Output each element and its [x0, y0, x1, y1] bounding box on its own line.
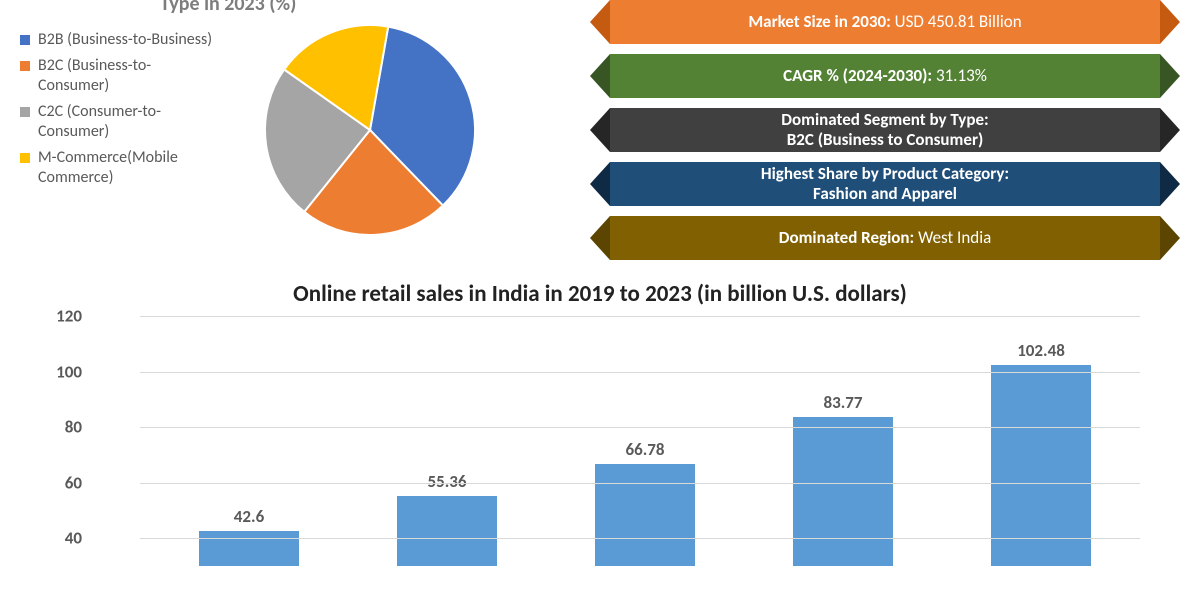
bar-rect: [397, 496, 497, 566]
ribbon-text: Dominated Segment by Type:B2C (Business …: [773, 110, 996, 149]
bar-group: 102.48: [971, 340, 1111, 566]
ribbon-text: Highest Share by Product Category:Fashio…: [753, 164, 1017, 203]
bar-chart-panel: Online retail sales in India in 2019 to …: [0, 280, 1200, 566]
bar-value-label: 83.77: [823, 392, 862, 413]
gridline: [140, 483, 1140, 484]
pie-chart-panel: Type in 2023 (%) B2B (Business-to-Busine…: [20, 0, 560, 280]
y-tick-label: 60: [65, 472, 82, 493]
stat-ribbons: Market Size in 2030: USD 450.81 Billion C…: [560, 0, 1180, 280]
legend-label: B2B (Business-to-Business): [38, 30, 212, 50]
legend-label: B2C (Business-to-Consumer): [38, 56, 220, 96]
legend-item: C2C (Consumer-to-Consumer): [20, 102, 220, 142]
legend-item: B2B (Business-to-Business): [20, 30, 220, 50]
bar-group: 83.77: [773, 392, 913, 566]
stat-ribbon: Highest Share by Product Category:Fashio…: [610, 162, 1160, 206]
bar-rect: [793, 417, 893, 566]
bar-rect: [199, 531, 299, 566]
bar-group: 42.6: [179, 506, 319, 566]
bar-rect: [595, 464, 695, 566]
legend-swatch: [20, 35, 30, 45]
ribbon-text: CAGR % (2024-2030): 31.13%: [775, 66, 995, 86]
bar-value-label: 66.78: [625, 439, 664, 460]
legend-swatch: [20, 107, 30, 117]
pie-legend: B2B (Business-to-Business) B2C (Business-…: [20, 24, 220, 194]
bar-group: 66.78: [575, 439, 715, 566]
y-tick-label: 120: [56, 306, 82, 327]
ribbon-text: Market Size in 2030: USD 450.81 Billion: [740, 12, 1029, 32]
gridline: [140, 316, 1140, 317]
y-tick-label: 40: [65, 528, 82, 549]
bar-chart: 406080100120 42.655.3666.7883.77102.48: [90, 316, 1140, 566]
y-tick-label: 80: [65, 417, 82, 438]
bar-value-label: 102.48: [1017, 340, 1065, 361]
bars-container: 42.6 55.36 66.78 83.77 102.48: [150, 316, 1140, 566]
bar-value-label: 42.6: [234, 506, 264, 527]
legend-item: M-Commerce(Mobile Commerce): [20, 148, 220, 188]
bar-title: Online retail sales in India in 2019 to …: [60, 280, 1140, 308]
pie-chart: [260, 20, 480, 245]
legend-item: B2C (Business-to-Consumer): [20, 56, 220, 96]
y-tick-label: 100: [56, 361, 82, 382]
legend-swatch: [20, 153, 30, 163]
stat-ribbon: Market Size in 2030: USD 450.81 Billion: [610, 0, 1160, 44]
stat-ribbon: Dominated Segment by Type:B2C (Business …: [610, 108, 1160, 152]
ribbon-text: Dominated Region: West India: [771, 228, 1000, 248]
legend-label: M-Commerce(Mobile Commerce): [38, 148, 220, 188]
gridline: [140, 427, 1140, 428]
bar-rect: [991, 365, 1091, 566]
stat-ribbon: CAGR % (2024-2030): 31.13%: [610, 54, 1160, 98]
stat-ribbon: Dominated Region: West India: [610, 216, 1160, 260]
legend-label: C2C (Consumer-to-Consumer): [38, 102, 220, 142]
legend-swatch: [20, 61, 30, 71]
pie-title: Type in 2023 (%): [160, 0, 296, 16]
bar-value-label: 55.36: [427, 471, 466, 492]
gridline: [140, 538, 1140, 539]
gridline: [140, 372, 1140, 373]
bar-group: 55.36: [377, 471, 517, 566]
